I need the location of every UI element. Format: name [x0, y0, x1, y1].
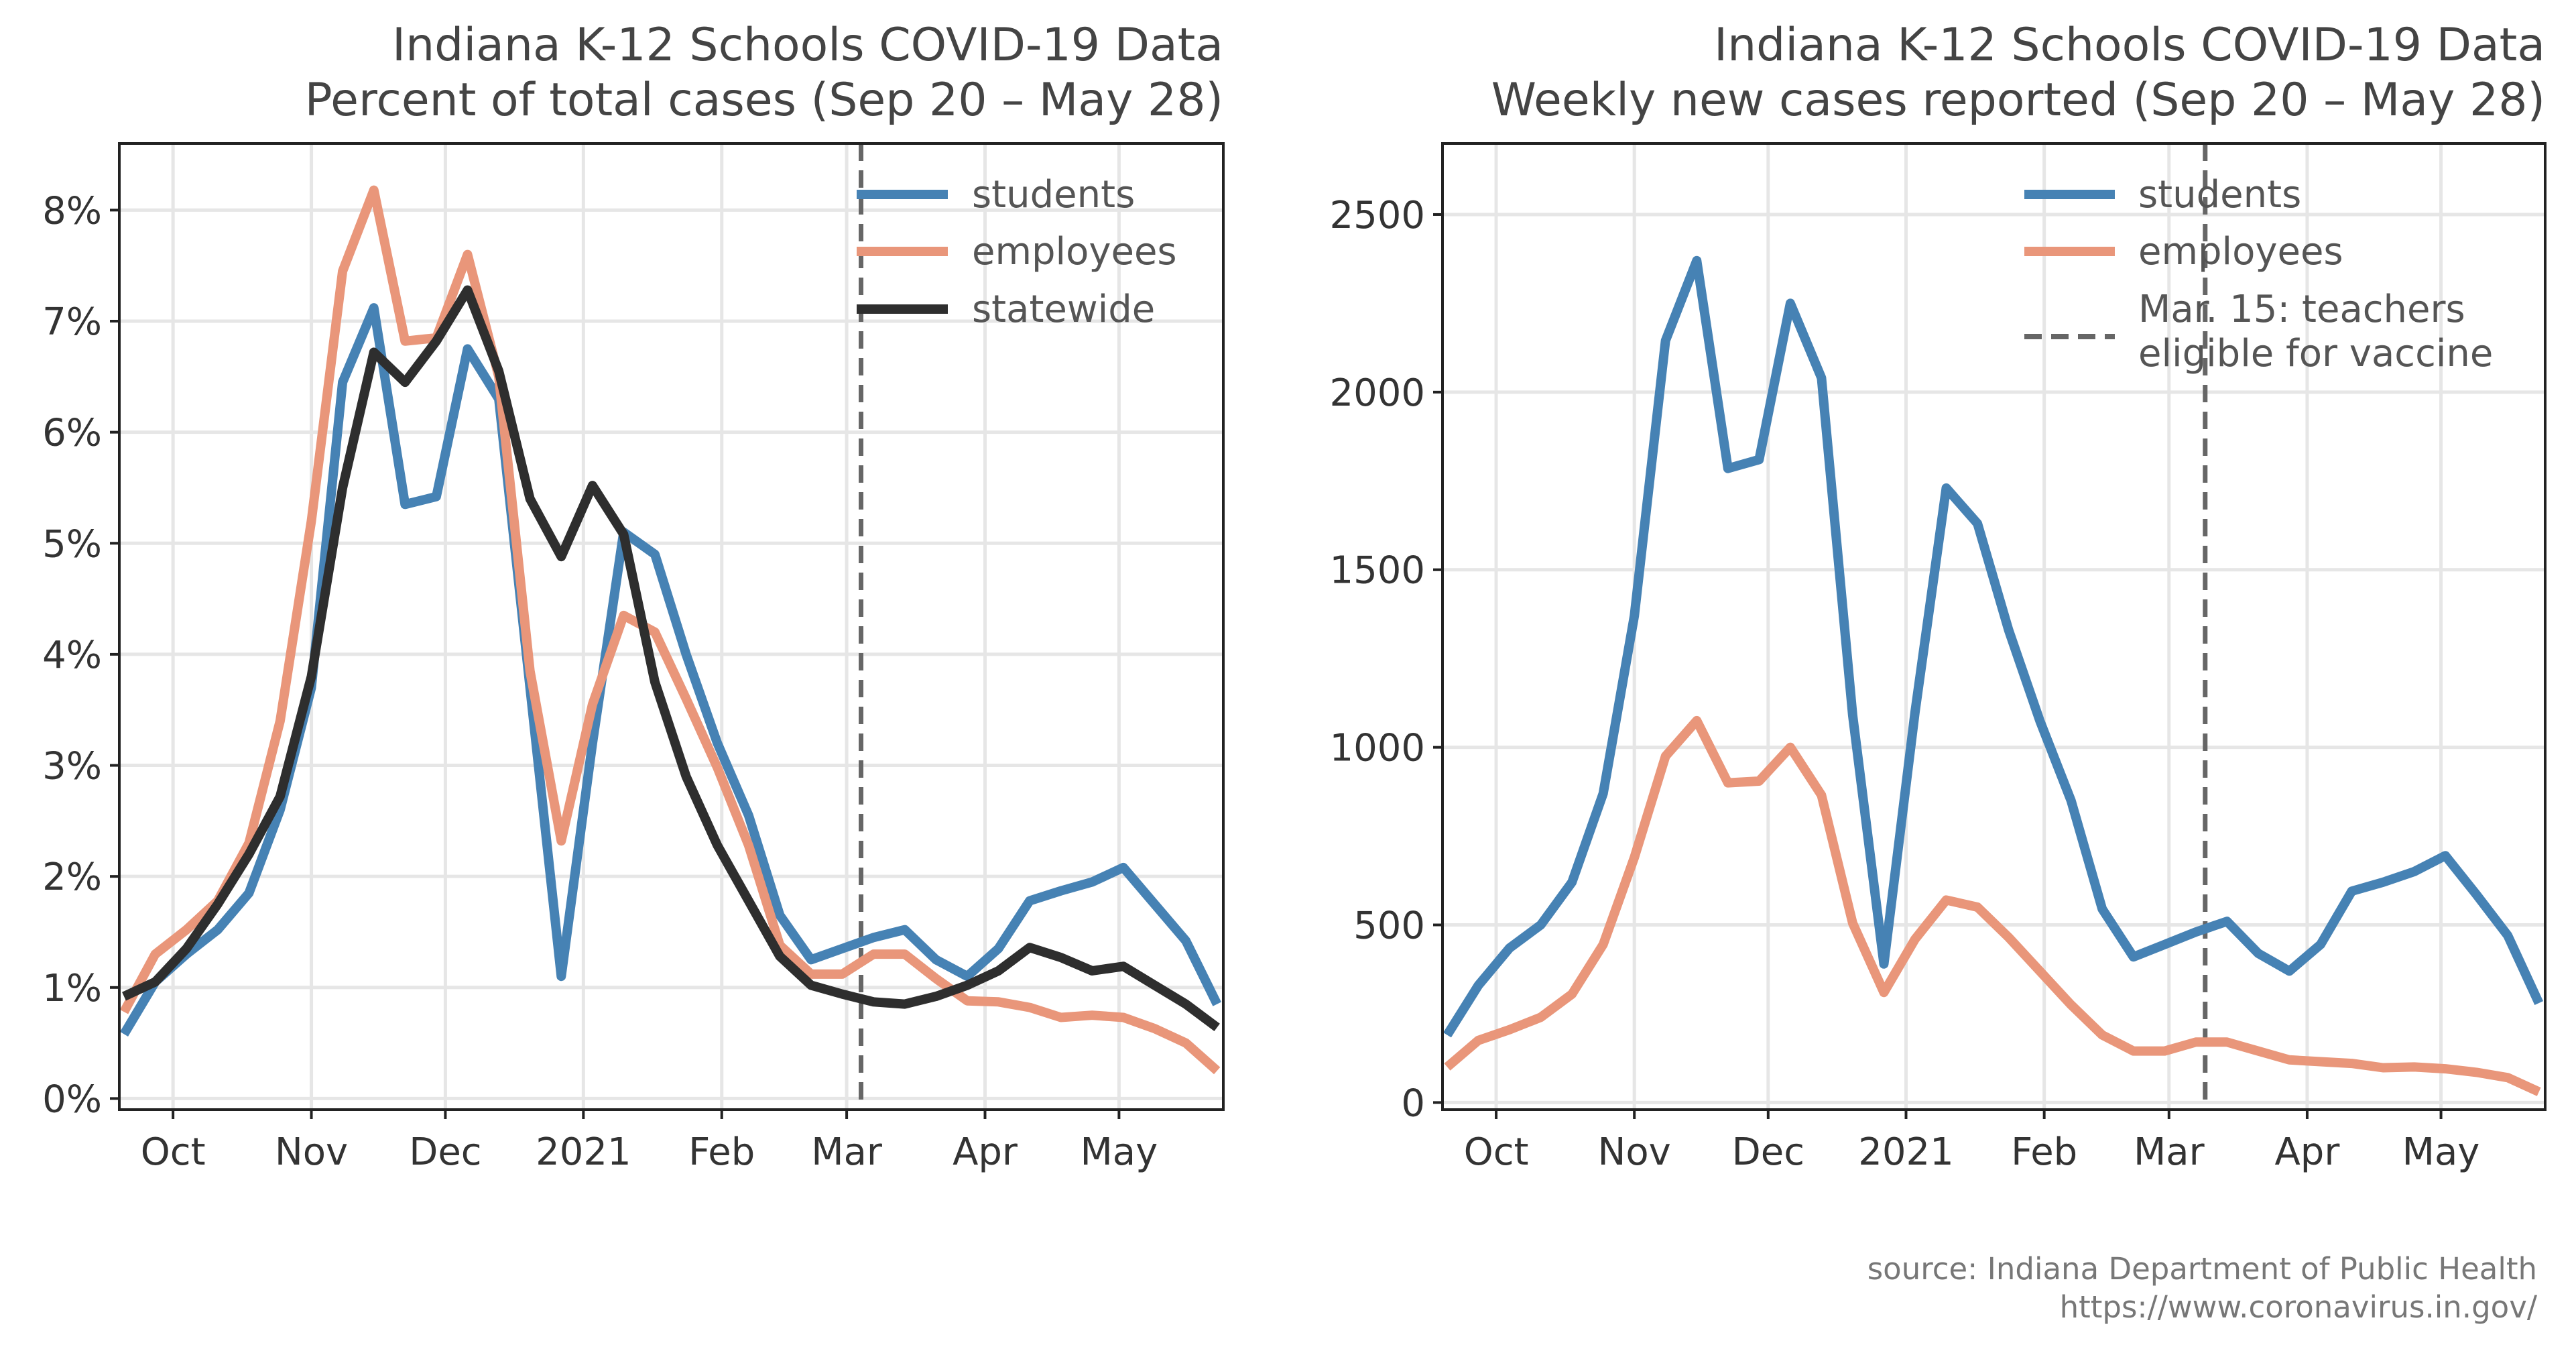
- x-tick-label: Dec: [409, 1130, 481, 1174]
- y-tick-label: 8%: [42, 189, 102, 233]
- x-tick-label: May: [1080, 1130, 1158, 1174]
- chart1-x-axis: Oct Nov Dec 2021 Feb Mar Apr May: [141, 1110, 1158, 1174]
- chart2-title: Indiana K-12 Schools COVID-19 Data: [1714, 19, 2545, 72]
- x-tick-label: Nov: [275, 1130, 348, 1174]
- chart1-legend: students employees statewide: [857, 173, 1177, 331]
- x-tick-label: Dec: [1732, 1130, 1804, 1174]
- legend-label-students: students: [972, 173, 1135, 217]
- x-tick-label: Feb: [2011, 1130, 2077, 1174]
- source-line-1: source: Indiana Department of Public Hea…: [1867, 1251, 2537, 1287]
- chart2-plot-frame: [1441, 142, 2547, 1111]
- legend-label-students: students: [2138, 173, 2301, 217]
- y-tick-label: 6%: [42, 412, 102, 455]
- y-tick-label: 500: [1353, 904, 1425, 948]
- legend-label-vline: Mar. 15: teachers eligible for vaccine: [2138, 288, 2493, 375]
- y-tick-label: 1000: [1329, 727, 1425, 770]
- series-line-statewide: [122, 285, 1220, 1032]
- y-tick-label: 4%: [42, 634, 102, 677]
- y-tick-label: 7%: [42, 300, 102, 344]
- legend-label-employees: employees: [2138, 230, 2343, 274]
- x-tick-label: Oct: [141, 1130, 206, 1174]
- chart2-y-axis: 0 500 1000 1500 2000 2500: [1329, 194, 1443, 1125]
- chart1-series-lines: [119, 185, 1221, 1075]
- x-tick-label: Nov: [1598, 1130, 1671, 1174]
- y-tick-label: 2500: [1329, 194, 1425, 237]
- x-tick-label: 2021: [1858, 1130, 1954, 1174]
- y-tick-label: 5%: [42, 522, 102, 566]
- x-tick-label: May: [2402, 1130, 2480, 1174]
- chart1-subtitle: Percent of total cases (Sep 20 – May 28): [305, 74, 1223, 127]
- y-tick-label: 1500: [1329, 549, 1425, 593]
- chart-weekly-new-cases: Indiana K-12 Schools COVID-19 Data Weekl…: [1329, 19, 2547, 1174]
- y-tick-label: 1%: [42, 967, 102, 1010]
- chart1-y-axis: 0% 1% 2% 3% 4% 5% 6% 7% 8%: [42, 189, 119, 1121]
- chart1-plot-frame: [118, 142, 1225, 1111]
- chart2-x-axis: Oct Nov Dec 2021 Feb Mar Apr May: [1464, 1110, 2480, 1174]
- y-tick-label: 0%: [42, 1077, 102, 1121]
- chart2-series-lines: [1443, 255, 2544, 1096]
- legend-label-statewide: statewide: [972, 288, 1155, 331]
- series-line-employees: [1444, 715, 2541, 1096]
- x-tick-label: Apr: [953, 1130, 1018, 1174]
- x-tick-label: Apr: [2274, 1130, 2340, 1174]
- x-tick-label: 2021: [536, 1130, 631, 1174]
- y-tick-label: 0: [1401, 1081, 1425, 1125]
- series-line-students: [1443, 255, 2544, 1038]
- x-tick-label: Mar: [811, 1130, 883, 1174]
- y-tick-label: 2000: [1329, 371, 1425, 415]
- legend-label-employees: employees: [972, 230, 1177, 274]
- series-line-employees: [119, 185, 1221, 1075]
- source-line-2: https://www.coronavirus.in.gov/: [2060, 1289, 2538, 1325]
- x-tick-label: Mar: [2134, 1130, 2205, 1174]
- x-tick-label: Oct: [1464, 1130, 1529, 1174]
- y-tick-label: 3%: [42, 745, 102, 788]
- x-tick-label: Feb: [688, 1130, 755, 1174]
- chart-percent-of-total-cases: Indiana K-12 Schools COVID-19 Data Perce…: [42, 19, 1225, 1174]
- chart1-title: Indiana K-12 Schools COVID-19 Data: [392, 19, 1223, 72]
- chart2-subtitle: Weekly new cases reported (Sep 20 – May …: [1491, 74, 2545, 127]
- y-tick-label: 2%: [42, 856, 102, 899]
- chart2-legend: students employees Mar. 15: teachers elig…: [2024, 173, 2493, 375]
